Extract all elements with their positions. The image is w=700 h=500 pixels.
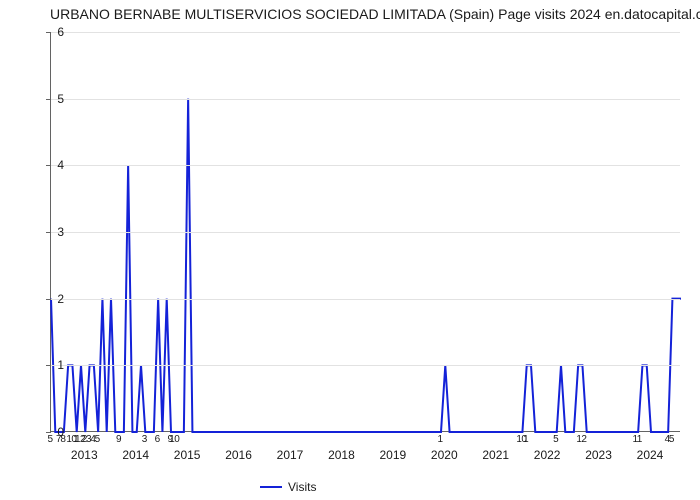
xtick-minor: 8 <box>60 434 65 445</box>
ytick-label: 5 <box>44 92 64 106</box>
xtick-year: 2018 <box>328 448 355 462</box>
xtick-year: 2014 <box>122 448 149 462</box>
xtick-minor: 6 <box>155 434 160 445</box>
xtick-year: 2021 <box>482 448 509 462</box>
ytick-label: 2 <box>44 292 64 306</box>
legend: Visits <box>260 480 316 494</box>
grid-line <box>51 232 680 233</box>
grid-line <box>51 99 680 100</box>
xtick-minor: 1 <box>523 434 528 445</box>
xtick-year: 2024 <box>637 448 664 462</box>
chart-container: URBANO BERNABE MULTISERVICIOS SOCIEDAD L… <box>0 0 700 500</box>
xtick-minor: 3 <box>142 434 147 445</box>
ytick-label: 3 <box>44 225 64 239</box>
ytick-label: 6 <box>44 25 64 39</box>
legend-swatch <box>260 486 282 488</box>
xtick-minor: 1 <box>437 434 442 445</box>
plot-area <box>50 32 680 432</box>
xtick-minor: 5 <box>669 434 674 445</box>
xtick-minor: 9 <box>116 434 121 445</box>
xtick-year: 2013 <box>71 448 98 462</box>
grid-line <box>51 365 680 366</box>
grid-line <box>51 32 680 33</box>
grid-line <box>51 299 680 300</box>
chart-title: URBANO BERNABE MULTISERVICIOS SOCIEDAD L… <box>50 6 700 22</box>
xtick-year: 2023 <box>585 448 612 462</box>
ytick-label: 1 <box>44 358 64 372</box>
grid-line <box>51 165 680 166</box>
xtick-minor: 5 <box>553 434 558 445</box>
ytick-label: 4 <box>44 158 64 172</box>
xtick-year: 2022 <box>534 448 561 462</box>
legend-label: Visits <box>288 480 316 494</box>
xtick-year: 2017 <box>277 448 304 462</box>
xtick-minor: 5 <box>47 434 52 445</box>
xtick-year: 2020 <box>431 448 458 462</box>
xtick-minor: 5 <box>95 434 100 445</box>
xtick-minor: 11 <box>632 434 641 445</box>
xtick-minor: 12 <box>576 434 586 445</box>
xtick-year: 2015 <box>174 448 201 462</box>
xtick-year: 2019 <box>379 448 406 462</box>
xtick-minor: 10 <box>169 434 179 445</box>
xtick-year: 2016 <box>225 448 252 462</box>
